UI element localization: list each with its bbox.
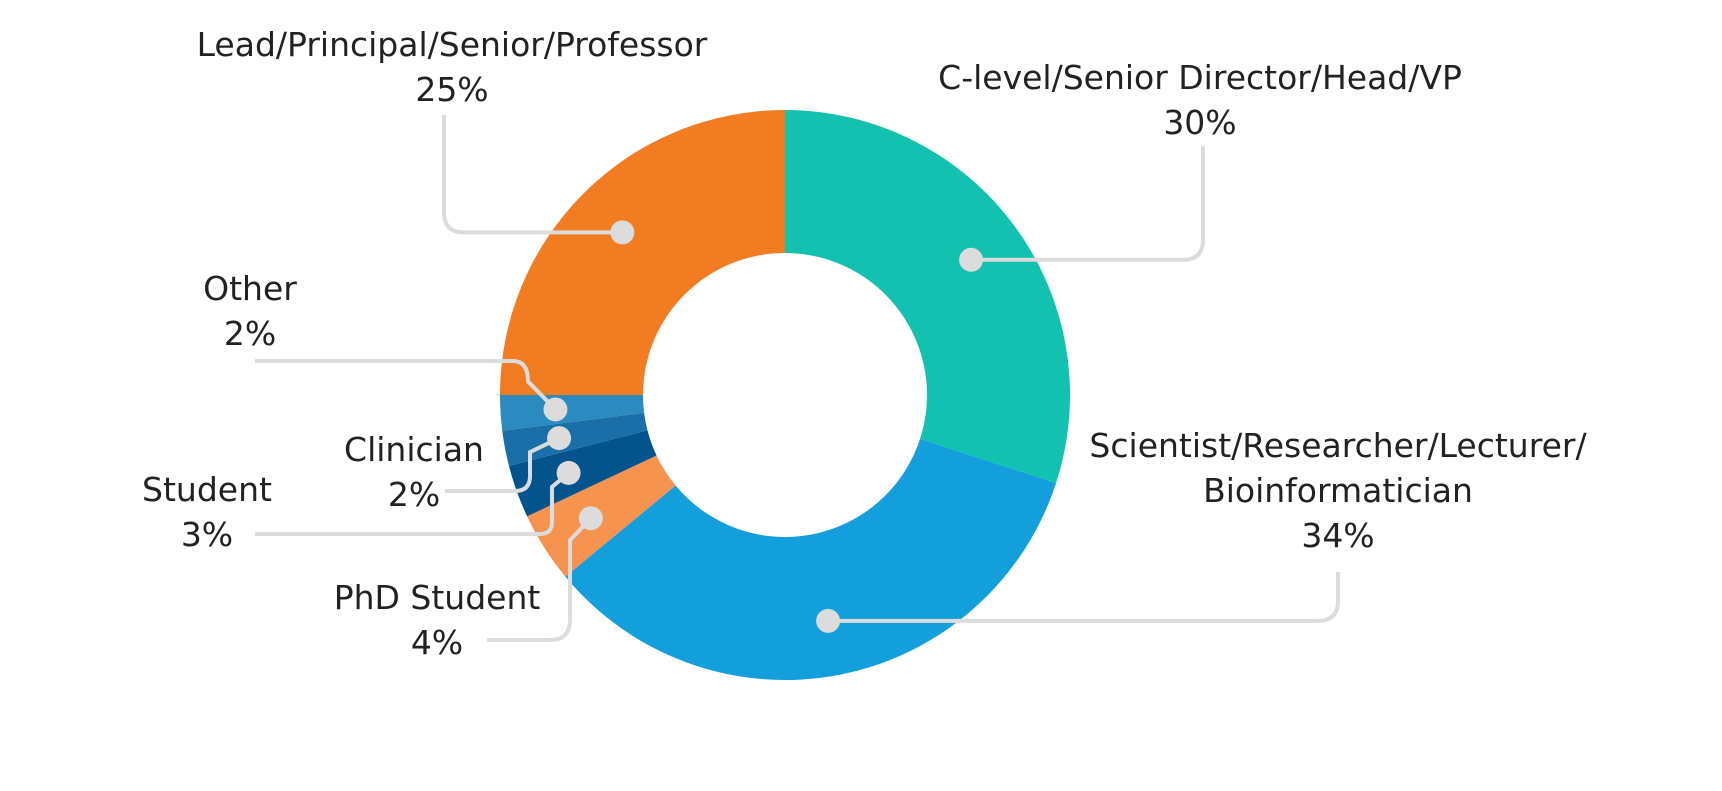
label-name-line: Student [142, 470, 272, 509]
leader-line-other [255, 359, 557, 411]
label-value: 3% [180, 515, 234, 554]
leader-dot-c-level-senior-director-head-vp [959, 247, 984, 272]
label-value: 2% [387, 475, 441, 514]
slice-clinician [502, 412, 648, 466]
leader-dot-scientist-researcher-lecturer-bioinformatician [816, 608, 841, 633]
label-name-line: Bioinformatician [1203, 471, 1473, 510]
label-name-line: C-level/Senior Director/Head/VP [938, 58, 1462, 97]
leader-line-phd-student [487, 516, 593, 642]
label-other: Other 2% [203, 266, 297, 356]
leader-line-scientist-researcher-lecturer-bioinformatician [828, 572, 1340, 623]
leader-dot-phd-student [578, 506, 603, 531]
leader-line-c-level-senior-director-head-vp [971, 146, 1205, 262]
leader-dot-other [543, 397, 568, 422]
label-value: 2% [223, 314, 277, 353]
label-name-line: Scientist/Researcher/Lecturer/ [1089, 426, 1587, 465]
label-c-level-senior-director-head-vp: C-level/Senior Director/Head/VP 30% [938, 55, 1462, 145]
label-value: 34% [1301, 516, 1375, 555]
slice-other [500, 395, 645, 431]
label-value: 25% [415, 70, 489, 109]
label-clinician: Clinician 2% [344, 427, 484, 517]
label-lead-principal-senior-professor: Lead/Principal/Senior/Professor 25% [197, 22, 708, 112]
leader-dot-lead-principal-senior-professor [610, 220, 635, 245]
leader-line-student [255, 471, 570, 536]
slice-c-level-senior-director-head-vp [785, 110, 1070, 484]
slice-student [508, 430, 657, 517]
leader-dot-clinician [547, 426, 572, 451]
label-scientist-researcher-lecturer-bioinformatician: Scientist/Researcher/Lecturer/Bioinforma… [1089, 423, 1586, 558]
slice-lead-principal-senior-professor [500, 110, 785, 395]
label-name-line: Clinician [344, 430, 484, 469]
label-student: Student 3% [142, 467, 272, 557]
label-name-line: PhD Student [333, 578, 541, 617]
leader-line-clinician [445, 436, 560, 493]
label-value: 4% [410, 623, 464, 662]
leader-line-lead-principal-senior-professor [442, 115, 623, 235]
label-name-line: Other [203, 269, 297, 308]
leader-dot-student [556, 460, 581, 485]
label-value: 30% [1163, 103, 1237, 142]
leader-lines [255, 115, 1340, 642]
label-phd-student: PhD Student 4% [334, 575, 541, 665]
donut-slices [500, 110, 1070, 680]
label-name-line: Lead/Principal/Senior/Professor [196, 25, 708, 64]
